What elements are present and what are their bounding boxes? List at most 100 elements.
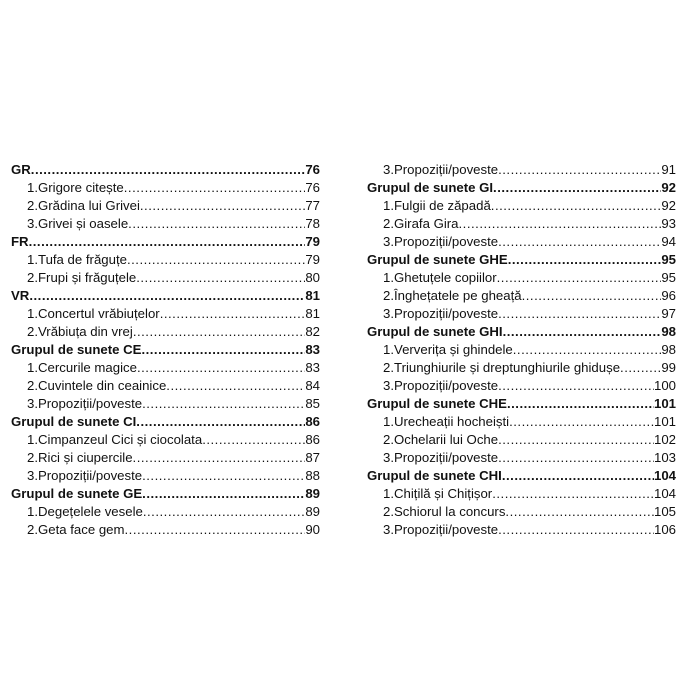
entry-title: 1.Cercurile magice xyxy=(27,360,137,375)
page-number: 84 xyxy=(305,378,320,393)
entry-title: Grupul de sunete GHI xyxy=(367,324,503,339)
toc-entry: 3.Propoziții/poveste 100 xyxy=(367,377,676,395)
page-number: 76 xyxy=(305,162,320,177)
entry-title: 1.Ververița și ghindele xyxy=(383,342,513,357)
page-number: 83 xyxy=(305,342,320,357)
dot-leader xyxy=(498,377,654,395)
entry-title: 1.Cimpanzeul Cici și ciocolata xyxy=(27,432,203,447)
entry-title: FR xyxy=(11,234,29,249)
entry-title: Grupul de sunete GHE xyxy=(367,252,508,267)
page-number: 104 xyxy=(653,468,676,483)
toc-entry: 2.Frupi și frăguțele 80 xyxy=(11,269,320,287)
page-number: 90 xyxy=(305,522,320,537)
dot-leader xyxy=(492,485,654,503)
toc-entry: 3.Grivei și oasele 78 xyxy=(11,215,320,233)
toc-entry: 2.Ochelarii lui Oche 102 xyxy=(367,431,676,449)
toc-entry: 2.Grădina lui Grivei 77 xyxy=(11,197,320,215)
toc-section-heading: Grupul de sunete GE 89 xyxy=(11,485,320,503)
toc-section-heading: GR 76 xyxy=(11,161,320,179)
entry-title: Grupul de sunete GI xyxy=(367,180,494,195)
dot-leader xyxy=(124,179,306,197)
page-number: 80 xyxy=(305,270,320,285)
dot-leader xyxy=(498,161,661,179)
toc-section-heading: Grupul de sunete GHI 98 xyxy=(367,323,676,341)
toc-entry: 3.Propoziții/poveste 103 xyxy=(367,449,676,467)
dot-leader xyxy=(491,197,662,215)
dot-leader xyxy=(133,449,306,467)
dot-leader xyxy=(503,323,662,341)
toc-entry: 2.Înghețatele pe gheață 96 xyxy=(367,287,676,305)
entry-title: 3.Propoziții/poveste xyxy=(383,378,499,393)
entry-title: 1.Grigore citește xyxy=(27,180,124,195)
page-number: 99 xyxy=(661,360,676,375)
entry-title: Grupul de sunete CHE xyxy=(367,396,507,411)
toc-right-column: 3.Propoziții/poveste 91 Grupul de sunete G… xyxy=(367,161,676,539)
page-number: 103 xyxy=(653,450,676,465)
entry-title: 2.Rici și ciupercile xyxy=(27,450,133,465)
dot-leader xyxy=(498,431,654,449)
dot-leader xyxy=(202,431,305,449)
dot-leader xyxy=(459,215,662,233)
toc-entry: 1.Cimpanzeul Cici și ciocolata 86 xyxy=(11,431,320,449)
page-number: 98 xyxy=(661,324,676,339)
dot-leader xyxy=(29,287,305,305)
entry-title: 1.Urecheații hocheiști xyxy=(383,414,510,429)
entry-title: 2.Vrăbiuța din vrej xyxy=(27,324,133,339)
toc-section-heading: Grupul de sunete GHE 95 xyxy=(367,251,676,269)
toc-entry: 3.Propoziții/poveste 85 xyxy=(11,395,320,413)
dot-leader xyxy=(505,503,654,521)
dot-leader xyxy=(502,467,654,485)
entry-title: 3.Grivei și oasele xyxy=(27,216,129,231)
page-number: 89 xyxy=(305,486,320,501)
entry-title: 2.Cuvintele din ceainice xyxy=(27,378,167,393)
toc-entry: 1.Degețelele vesele 89 xyxy=(11,503,320,521)
page-number: 79 xyxy=(305,234,320,249)
toc-section-heading: FR 79 xyxy=(11,233,320,251)
entry-title: Grupul de sunete CI xyxy=(11,414,137,429)
page-number: 91 xyxy=(661,162,676,177)
page-number: 86 xyxy=(305,432,320,447)
page-number: 93 xyxy=(661,216,676,231)
page-number: 85 xyxy=(305,396,320,411)
toc-entry: 1.Concertul vrăbiuțelor 81 xyxy=(11,305,320,323)
entry-title: 2.Geta face gem xyxy=(27,522,125,537)
page-number: 86 xyxy=(305,414,320,429)
entry-title: GR xyxy=(11,162,31,177)
toc-entry: 2.Rici și ciupercile 87 xyxy=(11,449,320,467)
toc-section-heading: Grupul de sunete GI 92 xyxy=(367,179,676,197)
dot-leader xyxy=(127,251,305,269)
toc-entry: 1.Cercurile magice 83 xyxy=(11,359,320,377)
dot-leader xyxy=(125,521,306,539)
page-number: 105 xyxy=(653,504,676,519)
entry-title: 3.Propoziții/poveste xyxy=(383,450,499,465)
dot-leader xyxy=(498,449,654,467)
toc-section-heading: Grupul de sunete CI 86 xyxy=(11,413,320,431)
page-number: 79 xyxy=(305,252,320,267)
page-number: 97 xyxy=(661,306,676,321)
page-number: 106 xyxy=(653,522,676,537)
dot-leader xyxy=(31,161,306,179)
entry-title: 2.Înghețatele pe gheață xyxy=(383,288,522,303)
page-number: 88 xyxy=(305,468,320,483)
toc-entry: 1.Urecheații hocheiști 101 xyxy=(367,413,676,431)
toc-entry: 1.Ghetuțele copiilor 95 xyxy=(367,269,676,287)
dot-leader xyxy=(143,503,305,521)
entry-title: 2.Frupi și frăguțele xyxy=(27,270,137,285)
dot-leader xyxy=(522,287,662,305)
dot-leader xyxy=(493,179,661,197)
dot-leader xyxy=(620,359,661,377)
page-number: 102 xyxy=(653,432,676,447)
entry-title: VR xyxy=(11,288,30,303)
toc-left-column: GR 76 1.Grigore citește 76 2.Grădina lui Gri… xyxy=(11,161,320,539)
dot-leader xyxy=(509,413,654,431)
entry-title: 2.Grădina lui Grivei xyxy=(27,198,140,213)
page-number: 87 xyxy=(305,450,320,465)
page-number: 77 xyxy=(305,198,320,213)
toc-entry: 1.Chițilă și Chițișor 104 xyxy=(367,485,676,503)
entry-title: 3.Propoziții/poveste xyxy=(383,162,499,177)
dot-leader xyxy=(29,233,306,251)
dot-leader xyxy=(140,197,305,215)
dot-leader xyxy=(133,323,306,341)
dot-leader xyxy=(498,521,654,539)
dot-leader xyxy=(507,395,654,413)
